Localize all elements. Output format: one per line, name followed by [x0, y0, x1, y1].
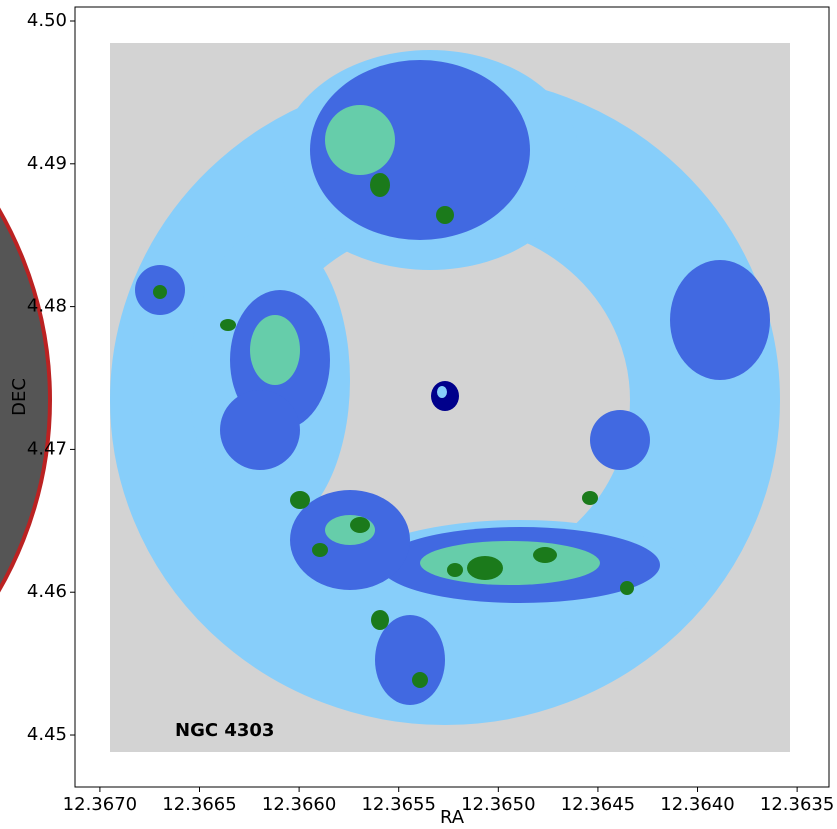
spot: [436, 206, 454, 224]
region: [375, 615, 445, 705]
region: [420, 541, 600, 585]
y-tick-label: 4.46: [27, 581, 67, 602]
galaxy-image: [110, 43, 790, 752]
spot: [350, 517, 370, 533]
spot: [447, 563, 463, 577]
spot: [371, 610, 389, 630]
spot: [620, 581, 634, 595]
annotation: NGC 4303: [175, 720, 274, 741]
x-tick-label: 12.3655: [361, 794, 435, 815]
region: [325, 105, 395, 175]
spot: [220, 319, 236, 331]
y-tick-label: 4.50: [27, 10, 67, 31]
chart: NGC 4303 RA DEC 12.367012.366512.366012.…: [0, 0, 837, 829]
spot: [290, 491, 310, 509]
nucleus-core: [437, 386, 447, 398]
spot: [312, 543, 328, 557]
spot: [582, 491, 598, 505]
region: [220, 390, 300, 470]
region: [250, 315, 300, 385]
x-tick-label: 12.3650: [461, 794, 535, 815]
y-tick-label: 4.48: [27, 296, 67, 317]
x-tick-label: 12.3670: [63, 794, 137, 815]
y-axis-label: DEC: [9, 378, 30, 416]
spot: [467, 556, 503, 580]
region: [590, 410, 650, 470]
region: [670, 260, 770, 380]
x-tick-label: 12.3660: [262, 794, 336, 815]
y-tick-label: 4.49: [27, 153, 67, 174]
x-tick-label: 12.3640: [660, 794, 734, 815]
spot: [533, 547, 557, 563]
x-tick-label: 12.3645: [561, 794, 635, 815]
spot: [370, 173, 390, 197]
y-tick-label: 4.45: [27, 724, 67, 745]
y-tick-label: 4.47: [27, 438, 67, 459]
x-tick-label: 12.3665: [162, 794, 236, 815]
x-tick-label: 12.3635: [760, 794, 834, 815]
spot: [412, 672, 428, 688]
spot: [153, 285, 167, 299]
